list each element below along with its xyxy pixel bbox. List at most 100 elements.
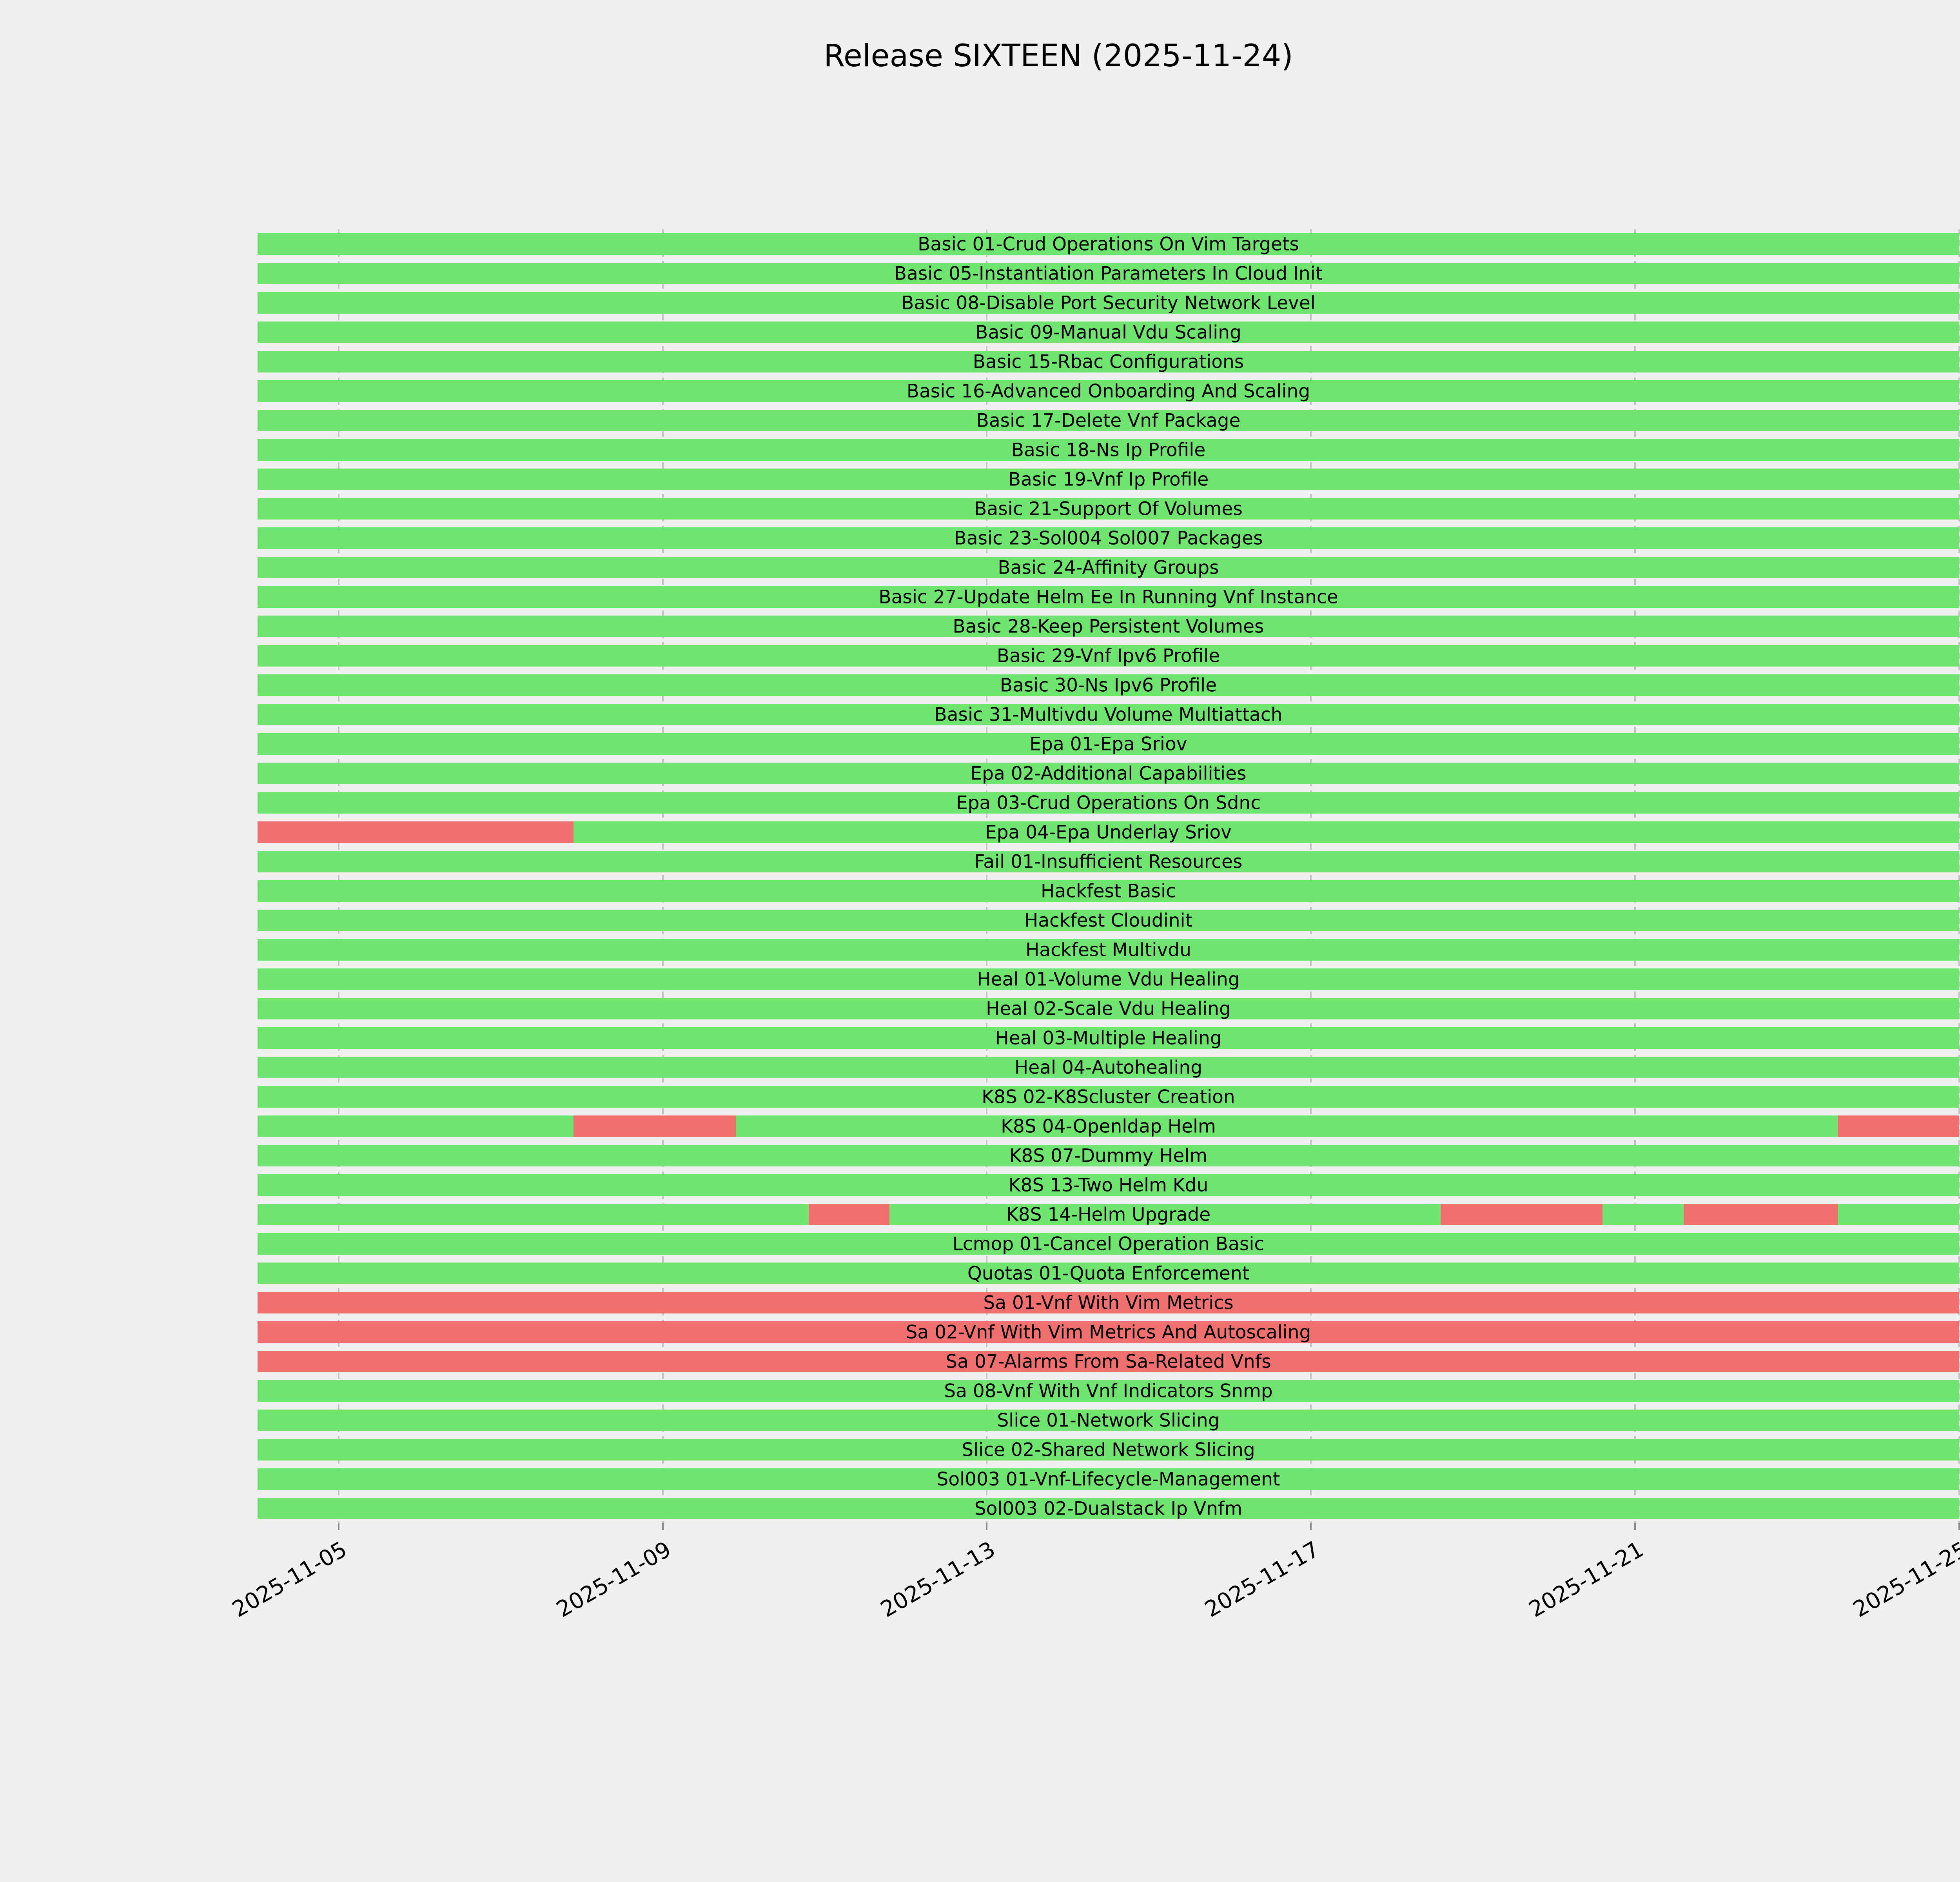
bar-segment-pass [573, 821, 1959, 843]
bar [258, 998, 1959, 1019]
x-tick-label: 2025-11-17 [1200, 1537, 1324, 1623]
row-label: K8S 07-Dummy Helm [1009, 1145, 1208, 1166]
x-tick-label: 2025-11-25 [1849, 1537, 1960, 1623]
bar-segment-pass [258, 645, 1959, 667]
gridline [338, 229, 339, 1523]
gantt-row: Basic 01-Crud Operations On Vim Targets [258, 229, 1959, 259]
gantt-row: Quotas 01-Quota Enforcement [258, 1259, 1959, 1288]
bar [258, 910, 1959, 931]
bar-segment-pass [258, 322, 1959, 343]
bar-segment-pass [258, 292, 1959, 314]
row-label: K8S 04-Openldap Helm [1001, 1115, 1216, 1137]
row-label: Heal 04-Autohealing [1014, 1057, 1203, 1078]
row-label: Basic 08-Disable Port Security Network L… [901, 292, 1316, 314]
bar-segment-fail [573, 1115, 736, 1137]
bar-segment-pass [258, 1468, 1959, 1490]
row-label: Epa 02-Additional Capabilities [970, 763, 1247, 784]
row-label: Sa 02-Vnf With Vim Metrics And Autoscali… [906, 1321, 1311, 1343]
bar [258, 1380, 1959, 1402]
chart-title: Release SIXTEEN (2025-11-24) [824, 38, 1293, 74]
bar-segment-pass [258, 557, 1959, 578]
gantt-row: Sa 07-Alarms From Sa-Related Vnfs [258, 1347, 1959, 1376]
gantt-row: Epa 03-Crud Operations On Sdnc [258, 788, 1959, 817]
gantt-row: Basic 18-Ns Ip Profile [258, 435, 1959, 465]
bar-segment-pass [258, 939, 1959, 961]
bar-segment-pass [889, 1204, 1441, 1225]
bar [258, 645, 1959, 667]
bar [258, 1057, 1959, 1078]
bar-segment-pass [258, 469, 1959, 490]
bar-segment-fail [258, 1321, 1959, 1343]
bar [258, 939, 1959, 961]
bar [258, 1115, 1959, 1137]
bar [258, 792, 1959, 814]
bar [258, 1204, 1959, 1225]
bar-segment-pass [258, 733, 1959, 755]
x-tick-label: 2025-11-09 [552, 1537, 676, 1623]
bar-segment-pass [258, 763, 1959, 784]
bar [258, 439, 1959, 461]
bar-segment-fail [1684, 1204, 1838, 1225]
bar [258, 1263, 1959, 1284]
bar [258, 1086, 1959, 1108]
row-label: Basic 05-Instantiation Parameters In Clo… [894, 263, 1323, 284]
bar-segment-pass [258, 880, 1959, 902]
bar-segment-pass [258, 1086, 1959, 1108]
bar [258, 763, 1959, 784]
bar-segment-pass [258, 704, 1959, 725]
row-label: Basic 24-Affinity Groups [998, 557, 1219, 578]
bar [258, 1498, 1959, 1519]
gridline [1310, 229, 1312, 1523]
x-tick-label: 2025-11-21 [1524, 1537, 1648, 1623]
bar [258, 351, 1959, 372]
gantt-row: Basic 09-Manual Vdu Scaling [258, 318, 1959, 347]
gridline [1958, 229, 1960, 1523]
row-label: Basic 09-Manual Vdu Scaling [975, 322, 1241, 343]
gantt-row: Basic 19-Vnf Ip Profile [258, 465, 1959, 494]
gantt-row: Slice 01-Network Slicing [258, 1406, 1959, 1435]
bar [258, 674, 1959, 696]
row-label: Basic 31-Multivdu Volume Multiattach [934, 704, 1283, 725]
bar [258, 821, 1959, 843]
bar-segment-pass [258, 910, 1959, 931]
row-label: Basic 17-Delete Vnf Package [976, 410, 1241, 431]
row-label: Heal 02-Scale Vdu Healing [986, 998, 1231, 1019]
row-label: Slice 01-Network Slicing [997, 1410, 1220, 1431]
gantt-row: K8S 04-Openldap Helm [258, 1112, 1959, 1141]
gantt-row: Basic 08-Disable Port Security Network L… [258, 288, 1959, 318]
row-label: Epa 01-Epa Sriov [1029, 733, 1187, 755]
bar [258, 380, 1959, 402]
bar [258, 733, 1959, 755]
bar-segment-pass [258, 586, 1959, 608]
bar [258, 498, 1959, 520]
gantt-row: Slice 02-Shared Network Slicing [258, 1435, 1959, 1464]
bar [258, 1410, 1959, 1431]
bar [258, 616, 1959, 637]
gantt-row: Basic 23-Sol004 Sol007 Packages [258, 523, 1959, 553]
bar-segment-pass [258, 1410, 1959, 1431]
row-label: Basic 28-Keep Persistent Volumes [953, 616, 1264, 637]
row-label: Heal 01-Volume Vdu Healing [977, 968, 1240, 990]
gantt-row: Sol003 02-Dualstack Ip Vnfm [258, 1494, 1959, 1523]
bar [258, 1439, 1959, 1461]
gantt-row: Epa 04-Epa Underlay Sriov [258, 817, 1959, 847]
row-label: K8S 14-Helm Upgrade [1006, 1204, 1211, 1225]
bar-segment-pass [258, 1145, 1959, 1166]
row-label: Quotas 01-Quota Enforcement [967, 1263, 1250, 1284]
bar-segment-pass [258, 792, 1959, 814]
bar [258, 263, 1959, 284]
bar-segment-fail [1441, 1204, 1603, 1225]
bar [258, 1145, 1959, 1166]
bar-segment-pass [258, 1027, 1959, 1049]
x-axis: 2025-11-05 2025-11-09 2025-11-13 2025-11-17… [228, 1523, 1960, 1719]
bar [258, 1233, 1959, 1255]
row-label: Basic 01-Crud Operations On Vim Targets [918, 233, 1299, 255]
bar [258, 527, 1959, 549]
bar-segment-pass [258, 351, 1959, 372]
bar-segment-pass [258, 674, 1959, 696]
row-label: Epa 03-Crud Operations On Sdnc [956, 792, 1261, 814]
gantt-row: Sa 02-Vnf With Vim Metrics And Autoscali… [258, 1317, 1959, 1347]
bar [258, 322, 1959, 343]
bar [258, 233, 1959, 255]
gantt-row: Fail 01-Insufficient Resources [258, 847, 1959, 876]
